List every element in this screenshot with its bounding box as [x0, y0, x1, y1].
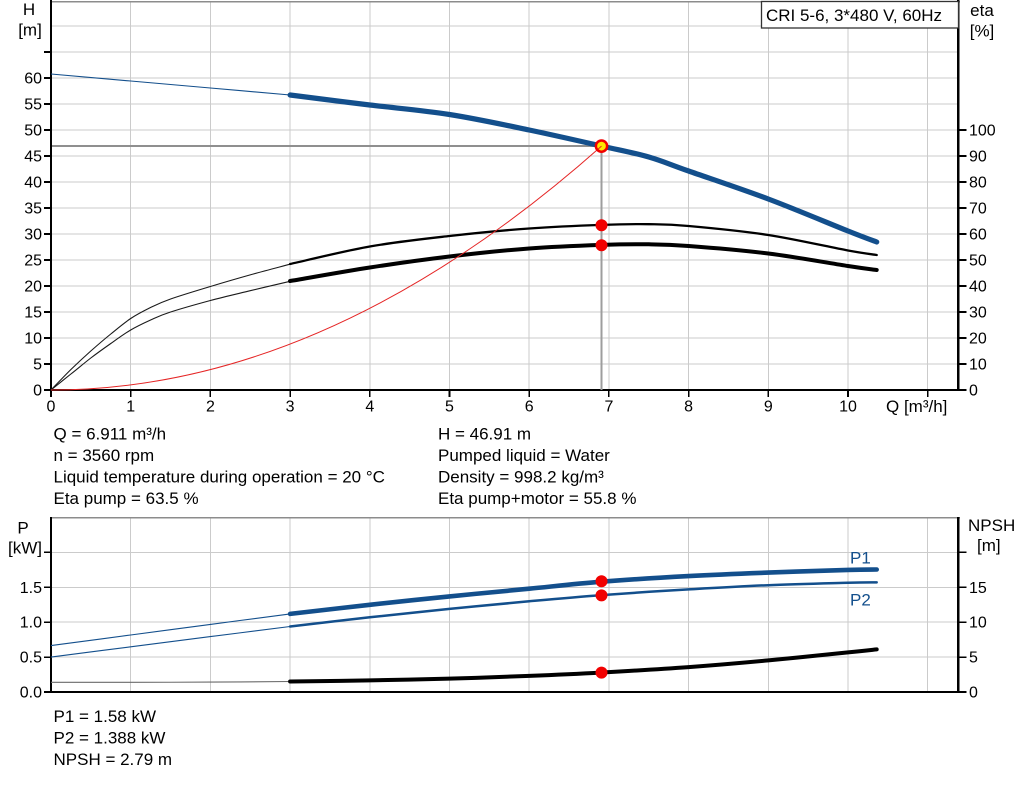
svg-text:5: 5: [969, 650, 978, 667]
svg-text:8: 8: [684, 399, 693, 416]
svg-text:10: 10: [969, 615, 987, 632]
svg-text:0: 0: [969, 685, 978, 702]
svg-text:Pumped liquid = Water: Pumped liquid = Water: [438, 446, 610, 465]
svg-text:H = 46.91 m: H = 46.91 m: [438, 425, 531, 444]
svg-text:eta: eta: [970, 1, 994, 20]
svg-text:10: 10: [839, 399, 857, 416]
svg-text:NPSH = 2.79 m: NPSH = 2.79 m: [54, 750, 173, 769]
svg-text:1: 1: [126, 399, 135, 416]
svg-text:45: 45: [24, 149, 42, 166]
svg-text:15: 15: [24, 305, 42, 322]
svg-text:100: 100: [969, 123, 996, 140]
svg-text:55: 55: [24, 97, 42, 114]
svg-text:[m]: [m]: [18, 21, 42, 40]
svg-text:30: 30: [24, 227, 42, 244]
svg-text:0: 0: [33, 383, 42, 400]
svg-text:70: 70: [969, 201, 987, 218]
svg-text:0: 0: [969, 383, 978, 400]
svg-text:90: 90: [969, 149, 987, 166]
svg-text:Q = 6.911 m³/h: Q = 6.911 m³/h: [54, 425, 167, 444]
svg-text:35: 35: [24, 201, 42, 218]
svg-text:50: 50: [24, 123, 42, 140]
svg-text:2: 2: [206, 399, 215, 416]
svg-text:10: 10: [969, 357, 987, 374]
svg-text:0: 0: [47, 399, 56, 416]
svg-text:0.5: 0.5: [20, 650, 42, 667]
svg-text:80: 80: [969, 175, 987, 192]
svg-text:20: 20: [969, 331, 987, 348]
svg-text:1.0: 1.0: [20, 615, 42, 632]
svg-text:[m]: [m]: [977, 536, 1001, 555]
svg-text:Density = 998.2 kg/m³: Density = 998.2 kg/m³: [438, 468, 604, 487]
svg-text:P1 = 1.58 kW: P1 = 1.58 kW: [54, 707, 157, 726]
svg-text:10: 10: [24, 331, 42, 348]
svg-text:4: 4: [365, 399, 374, 416]
svg-text:50: 50: [969, 253, 987, 270]
svg-text:NPSH: NPSH: [968, 516, 1015, 535]
svg-text:3: 3: [286, 399, 295, 416]
svg-text:H: H: [23, 0, 35, 19]
svg-text:0.0: 0.0: [20, 685, 42, 702]
svg-text:Eta pump+motor = 55.8 %: Eta pump+motor = 55.8 %: [438, 489, 636, 508]
svg-text:60: 60: [24, 71, 42, 88]
svg-text:[%]: [%]: [970, 22, 995, 41]
svg-text:7: 7: [604, 399, 613, 416]
svg-text:Eta pump = 63.5 %: Eta pump = 63.5 %: [54, 489, 199, 508]
svg-text:15: 15: [969, 580, 987, 597]
svg-text:60: 60: [969, 227, 987, 244]
svg-text:6: 6: [525, 399, 534, 416]
svg-text:P: P: [17, 519, 28, 538]
svg-text:Liquid temperature during oper: Liquid temperature during operation = 20…: [54, 468, 385, 487]
svg-text:40: 40: [24, 175, 42, 192]
svg-text:1.5: 1.5: [20, 580, 42, 597]
svg-text:P2: P2: [850, 591, 871, 610]
svg-text:30: 30: [969, 305, 987, 322]
svg-text:n = 3560 rpm: n = 3560 rpm: [54, 446, 155, 465]
svg-text:[kW]: [kW]: [8, 539, 42, 558]
svg-text:9: 9: [764, 399, 773, 416]
svg-text:P1: P1: [850, 549, 871, 568]
svg-text:5: 5: [445, 399, 454, 416]
svg-text:Q [m³/h]: Q [m³/h]: [886, 397, 947, 416]
svg-text:5: 5: [33, 357, 42, 374]
svg-text:P2 = 1.388 kW: P2 = 1.388 kW: [54, 729, 166, 748]
svg-text:40: 40: [969, 279, 987, 296]
svg-text:CRI 5-6, 3*480 V, 60Hz: CRI 5-6, 3*480 V, 60Hz: [766, 6, 942, 25]
svg-text:25: 25: [24, 253, 42, 270]
svg-text:20: 20: [24, 279, 42, 296]
